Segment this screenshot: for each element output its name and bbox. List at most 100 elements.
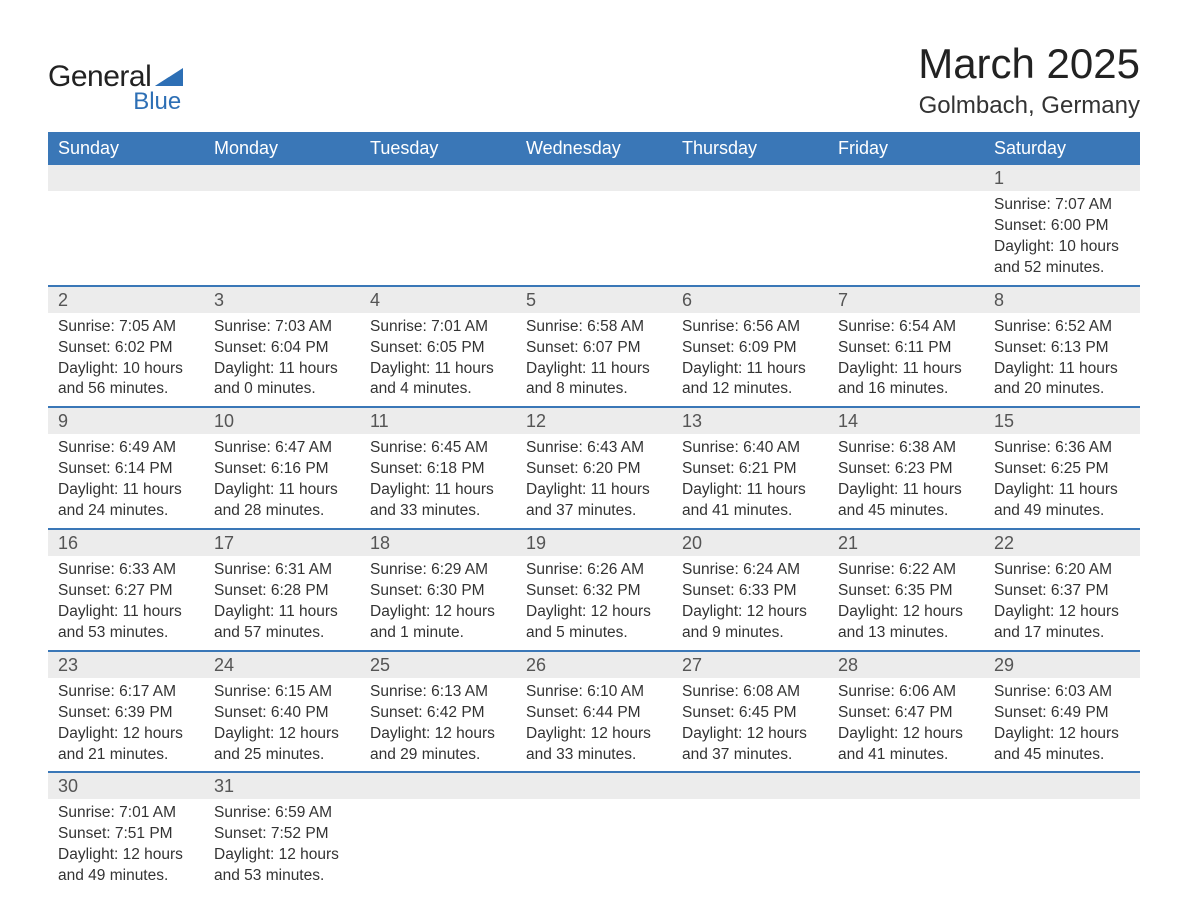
weekday-header: Sunday xyxy=(48,132,204,165)
day-number-cell: 24 xyxy=(204,651,360,678)
day-content-cell: Sunrise: 6:36 AMSunset: 6:25 PMDaylight:… xyxy=(984,434,1140,529)
sunrise-text: Sunrise: 6:38 AM xyxy=(838,438,974,459)
dl1-text: Daylight: 12 hours xyxy=(526,724,662,745)
day-content-cell: Sunrise: 6:13 AMSunset: 6:42 PMDaylight:… xyxy=(360,678,516,773)
dl1-text: Daylight: 11 hours xyxy=(526,359,662,380)
day-number-cell: 16 xyxy=(48,529,204,556)
day-content-cell: Sunrise: 6:38 AMSunset: 6:23 PMDaylight:… xyxy=(828,434,984,529)
day-content-cell: Sunrise: 6:20 AMSunset: 6:37 PMDaylight:… xyxy=(984,556,1140,651)
day-number-row: 2345678 xyxy=(48,286,1140,313)
dl2-text: and 0 minutes. xyxy=(214,379,350,400)
day-content-cell: Sunrise: 6:15 AMSunset: 6:40 PMDaylight:… xyxy=(204,678,360,773)
dl2-text: and 49 minutes. xyxy=(994,501,1130,522)
sunrise-text: Sunrise: 6:47 AM xyxy=(214,438,350,459)
day-number-cell: 31 xyxy=(204,772,360,799)
day-content-cell xyxy=(360,799,516,893)
sunset-text: Sunset: 6:47 PM xyxy=(838,703,974,724)
day-number-row: 1 xyxy=(48,165,1140,191)
sunset-text: Sunset: 6:16 PM xyxy=(214,459,350,480)
dl2-text: and 17 minutes. xyxy=(994,623,1130,644)
day-content-cell: Sunrise: 6:22 AMSunset: 6:35 PMDaylight:… xyxy=(828,556,984,651)
day-number-cell: 21 xyxy=(828,529,984,556)
dl1-text: Daylight: 11 hours xyxy=(370,480,506,501)
day-number-cell: 9 xyxy=(48,407,204,434)
day-number-cell: 26 xyxy=(516,651,672,678)
dl1-text: Daylight: 11 hours xyxy=(682,359,818,380)
dl1-text: Daylight: 12 hours xyxy=(214,845,350,866)
day-content-cell xyxy=(516,799,672,893)
logo: General Blue xyxy=(48,60,183,116)
dl1-text: Daylight: 12 hours xyxy=(838,724,974,745)
dl1-text: Daylight: 11 hours xyxy=(214,359,350,380)
day-content-cell xyxy=(516,191,672,286)
sunrise-text: Sunrise: 6:15 AM xyxy=(214,682,350,703)
sunset-text: Sunset: 6:49 PM xyxy=(994,703,1130,724)
day-content-cell: Sunrise: 6:58 AMSunset: 6:07 PMDaylight:… xyxy=(516,313,672,408)
dl1-text: Daylight: 11 hours xyxy=(58,602,194,623)
day-number-cell xyxy=(360,772,516,799)
sunrise-text: Sunrise: 6:52 AM xyxy=(994,317,1130,338)
dl2-text: and 45 minutes. xyxy=(994,745,1130,766)
day-number-cell xyxy=(984,772,1140,799)
day-content-cell: Sunrise: 6:43 AMSunset: 6:20 PMDaylight:… xyxy=(516,434,672,529)
dl2-text: and 4 minutes. xyxy=(370,379,506,400)
day-content-cell: Sunrise: 6:52 AMSunset: 6:13 PMDaylight:… xyxy=(984,313,1140,408)
dl2-text: and 53 minutes. xyxy=(58,623,194,644)
sunset-text: Sunset: 6:09 PM xyxy=(682,338,818,359)
day-number-cell: 2 xyxy=(48,286,204,313)
day-content-cell: Sunrise: 7:07 AMSunset: 6:00 PMDaylight:… xyxy=(984,191,1140,286)
sunrise-text: Sunrise: 7:05 AM xyxy=(58,317,194,338)
sunrise-text: Sunrise: 6:33 AM xyxy=(58,560,194,581)
sunset-text: Sunset: 6:32 PM xyxy=(526,581,662,602)
dl2-text: and 24 minutes. xyxy=(58,501,194,522)
day-content-cell xyxy=(672,191,828,286)
calendar-table: Sunday Monday Tuesday Wednesday Thursday… xyxy=(48,132,1140,893)
dl1-text: Daylight: 12 hours xyxy=(370,724,506,745)
dl2-text: and 41 minutes. xyxy=(682,501,818,522)
day-content-cell: Sunrise: 6:03 AMSunset: 6:49 PMDaylight:… xyxy=(984,678,1140,773)
dl1-text: Daylight: 11 hours xyxy=(994,359,1130,380)
weekday-header: Saturday xyxy=(984,132,1140,165)
weekday-header: Tuesday xyxy=(360,132,516,165)
dl1-text: Daylight: 11 hours xyxy=(58,480,194,501)
dl2-text: and 21 minutes. xyxy=(58,745,194,766)
sunset-text: Sunset: 7:51 PM xyxy=(58,824,194,845)
day-content-cell: Sunrise: 6:17 AMSunset: 6:39 PMDaylight:… xyxy=(48,678,204,773)
sunrise-text: Sunrise: 6:17 AM xyxy=(58,682,194,703)
sunrise-text: Sunrise: 6:13 AM xyxy=(370,682,506,703)
day-content-row: Sunrise: 7:05 AMSunset: 6:02 PMDaylight:… xyxy=(48,313,1140,408)
dl1-text: Daylight: 12 hours xyxy=(994,724,1130,745)
dl2-text: and 25 minutes. xyxy=(214,745,350,766)
day-content-cell: Sunrise: 7:05 AMSunset: 6:02 PMDaylight:… xyxy=(48,313,204,408)
day-content-cell: Sunrise: 6:33 AMSunset: 6:27 PMDaylight:… xyxy=(48,556,204,651)
day-number-row: 16171819202122 xyxy=(48,529,1140,556)
day-number-cell: 20 xyxy=(672,529,828,556)
day-number-cell xyxy=(828,165,984,191)
dl2-text: and 37 minutes. xyxy=(682,745,818,766)
dl2-text: and 29 minutes. xyxy=(370,745,506,766)
day-number-cell: 3 xyxy=(204,286,360,313)
day-content-row: Sunrise: 7:01 AMSunset: 7:51 PMDaylight:… xyxy=(48,799,1140,893)
sunset-text: Sunset: 6:27 PM xyxy=(58,581,194,602)
sunrise-text: Sunrise: 6:10 AM xyxy=(526,682,662,703)
day-number-cell xyxy=(516,772,672,799)
page-header: General Blue March 2025 Golmbach, German… xyxy=(48,40,1140,120)
dl2-text: and 20 minutes. xyxy=(994,379,1130,400)
sunrise-text: Sunrise: 6:45 AM xyxy=(370,438,506,459)
day-number-cell: 23 xyxy=(48,651,204,678)
day-content-cell xyxy=(828,799,984,893)
logo-text-blue: Blue xyxy=(48,88,183,116)
day-number-cell xyxy=(516,165,672,191)
day-number-cell xyxy=(672,165,828,191)
dl2-text: and 5 minutes. xyxy=(526,623,662,644)
sunrise-text: Sunrise: 6:56 AM xyxy=(682,317,818,338)
sunset-text: Sunset: 6:21 PM xyxy=(682,459,818,480)
sunrise-text: Sunrise: 6:08 AM xyxy=(682,682,818,703)
dl1-text: Daylight: 11 hours xyxy=(838,359,974,380)
day-number-cell: 4 xyxy=(360,286,516,313)
sunset-text: Sunset: 6:04 PM xyxy=(214,338,350,359)
day-content-cell xyxy=(48,191,204,286)
sunset-text: Sunset: 6:45 PM xyxy=(682,703,818,724)
day-number-row: 3031 xyxy=(48,772,1140,799)
weekday-header: Monday xyxy=(204,132,360,165)
